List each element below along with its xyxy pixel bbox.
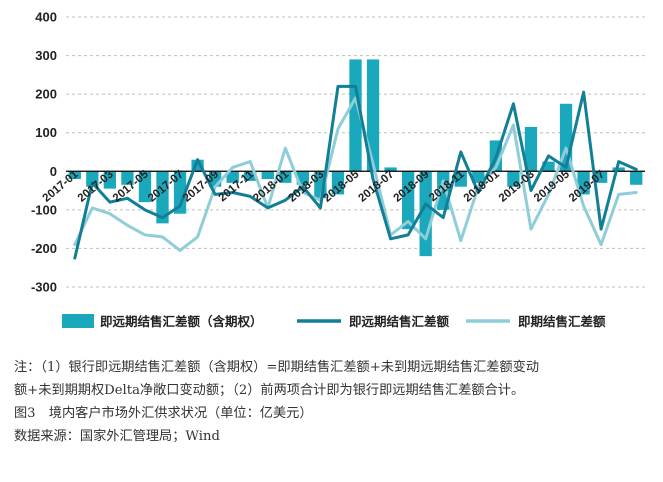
y-tick-label: 0 <box>50 164 57 179</box>
bar <box>384 167 397 172</box>
bar <box>86 171 99 187</box>
y-tick-label: 400 <box>35 10 57 25</box>
bar <box>401 171 415 230</box>
y-tick-label: 300 <box>35 48 57 63</box>
legend-label: 即远期结售汇差额（含期权） <box>100 314 263 329</box>
legend: 即远期结售汇差额（含期权） 即远期结售汇差额 即期结售汇差额 <box>62 314 606 329</box>
bar <box>612 167 625 172</box>
bar <box>156 171 169 224</box>
bar <box>121 171 134 185</box>
y-tick-label: 100 <box>35 125 57 140</box>
spot-balance-line <box>73 96 638 252</box>
figure-title: 图3 境内客户市场外汇供求状况（单位：亿美元） <box>14 406 313 421</box>
bar <box>138 171 152 203</box>
legend-swatch-bar <box>62 314 94 328</box>
chart-notes: 注：（1）银行即远期结售汇差额（含期权）=即期结售汇差额+未到期远期结售汇差额变… <box>14 356 654 448</box>
note-line-2: 额+未到期期权Delta净敞口变动额；（2）前两项合计即为银行即远期结售汇差额合… <box>14 383 525 398</box>
legend-label: 即远期结售汇差额 <box>349 314 450 329</box>
bar <box>594 171 608 183</box>
y-tick-label: -100 <box>31 202 57 217</box>
bar <box>437 171 450 210</box>
bar <box>577 171 590 195</box>
bar <box>542 161 555 172</box>
spot-forward-balance-line <box>73 84 638 260</box>
bar <box>261 171 274 179</box>
bar <box>226 171 239 183</box>
bar <box>524 126 538 172</box>
bar <box>68 171 81 179</box>
bar <box>279 171 292 183</box>
bar <box>191 159 204 172</box>
y-tick-label: -200 <box>31 241 57 256</box>
legend-label: 即期结售汇差额 <box>518 314 606 329</box>
note-line-1: 注：（1）银行即远期结售汇差额（含期权）=即期结售汇差额+未到期远期结售汇差额变… <box>14 360 540 375</box>
bar <box>630 171 643 185</box>
y-tick-label: -300 <box>31 280 57 295</box>
y-axis-tick-labels: -300 -200 -100 0 100 200 300 400 <box>31 10 57 295</box>
x-tick-label: 2017-01 <box>41 168 82 205</box>
bar <box>472 171 485 183</box>
bar <box>507 171 520 187</box>
data-source: 数据来源：国家外汇管理局；Wind <box>14 429 220 444</box>
bar <box>331 171 345 195</box>
bar <box>454 171 467 187</box>
bar <box>173 171 187 214</box>
bar <box>103 171 117 189</box>
line-series <box>73 84 638 260</box>
y-tick-label: 200 <box>35 87 57 102</box>
bar <box>244 171 257 181</box>
bar <box>366 59 380 172</box>
